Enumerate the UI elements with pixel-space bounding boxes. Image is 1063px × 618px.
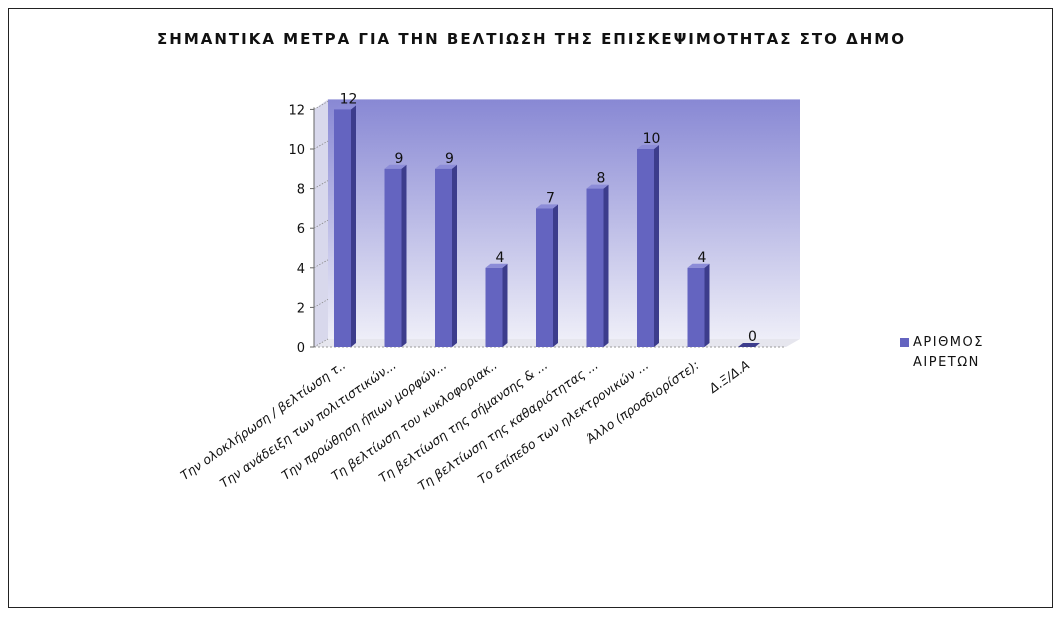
y-tick-diag [313, 259, 329, 269]
data-label: 7 [546, 190, 555, 206]
x-tick-label: Δ.Ξ/Δ.Α [705, 357, 752, 396]
bar [586, 188, 604, 347]
bar-side [654, 145, 659, 347]
bar-side [502, 263, 508, 347]
bar-top [687, 263, 710, 268]
y-tick-diag [313, 180, 329, 189]
y-tick-label: 6 [297, 222, 305, 237]
bar-top [384, 164, 407, 169]
bar-top [586, 184, 609, 189]
y-tick-label: 12 [288, 103, 305, 118]
bar [738, 343, 760, 347]
bar [435, 168, 452, 347]
bar-top [485, 263, 508, 268]
y-tick-label: 0 [297, 341, 305, 356]
bar-side [603, 184, 609, 347]
back-wall [328, 99, 800, 340]
bar-top [435, 164, 457, 169]
y-tick-diag [313, 338, 329, 348]
y-tick-diag [313, 101, 329, 110]
bar [637, 149, 654, 347]
bar-side [553, 204, 558, 347]
data-label: 4 [496, 250, 505, 266]
y-tick-label: 2 [297, 301, 305, 316]
side-wall [314, 99, 328, 348]
data-label: 9 [445, 151, 454, 167]
bar [536, 208, 553, 347]
bar [384, 168, 402, 347]
data-label: 4 [698, 250, 707, 266]
data-label: 10 [643, 131, 661, 147]
bar-side [351, 105, 356, 348]
y-tick-label: 10 [288, 143, 305, 158]
chart-title: ΣΗΜΑΝΤΙΚΑ ΜΕΤΡΑ ΓΙΑ ΤΗΝ ΒΕΛΤΙΩΣΗ ΤΗΣ ΕΠΙ… [157, 30, 906, 48]
bar-top [637, 145, 659, 149]
y-tick-label: 8 [297, 183, 305, 198]
bar-side [452, 164, 457, 347]
data-label: 9 [395, 151, 404, 167]
bar [687, 267, 705, 347]
legend-label: ΑΡΙΘΜΟΣ ΑΙΡΕΤΩΝ [913, 335, 984, 370]
data-label: 8 [597, 171, 606, 187]
bar [485, 267, 503, 347]
y-tick-label: 4 [297, 262, 305, 277]
data-label: 0 [748, 329, 757, 345]
y-tick-diag [313, 219, 329, 229]
bar-side [704, 263, 710, 347]
y-tick-diag [313, 299, 329, 308]
bar-side [401, 164, 407, 347]
bar-top [536, 204, 558, 209]
bar [334, 109, 351, 348]
bar-top [334, 105, 356, 110]
data-label: 12 [340, 91, 358, 107]
legend-swatch [900, 338, 909, 347]
y-tick-diag [313, 140, 329, 150]
